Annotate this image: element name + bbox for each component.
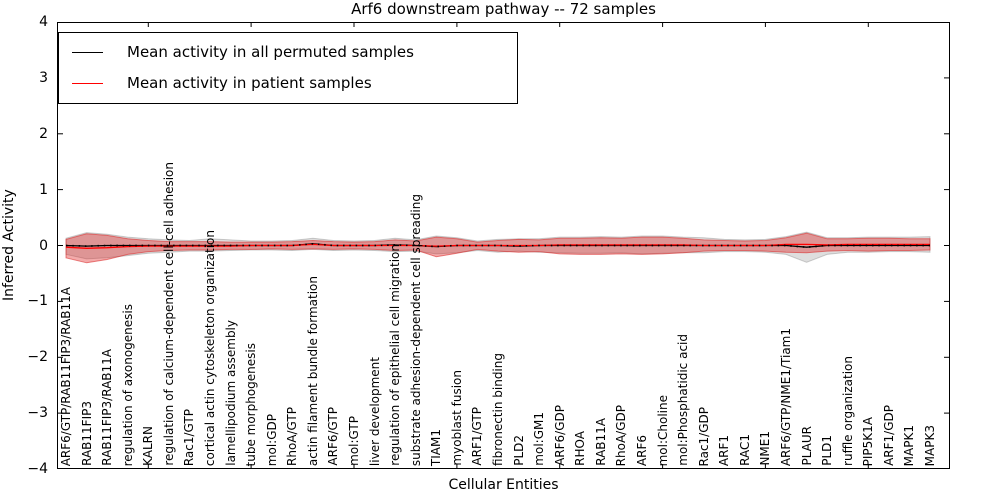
legend-line-permuted xyxy=(72,51,103,53)
patient-samples-range xyxy=(65,232,931,264)
legend-item-patient: Mean activity in patient samples xyxy=(59,72,517,94)
y-tick-label: −2 xyxy=(27,349,48,366)
legend-line-patient xyxy=(72,82,103,84)
chart-canvas xyxy=(57,22,950,469)
axes-frame xyxy=(57,22,950,469)
y-tick-label: 1 xyxy=(39,181,48,198)
chart-title: Arf6 downstream pathway -- 72 samples xyxy=(351,0,656,18)
x-axis-label: Cellular Entities xyxy=(448,477,559,493)
y-tick-label: 2 xyxy=(39,125,48,142)
legend-label-patient: Mean activity in patient samples xyxy=(127,74,372,92)
legend-label-permuted: Mean activity in all permuted samples xyxy=(127,43,414,61)
y-tick-label: 4 xyxy=(39,14,48,30)
y-tick-labels: 4 3 2 1 0 −1 −2 −3 −4 xyxy=(0,0,52,500)
permuted-samples-range xyxy=(65,231,931,263)
y-tick-label: −4 xyxy=(27,461,48,477)
y-tick-label: −3 xyxy=(27,405,48,422)
legend: Mean activity in all permuted samples Me… xyxy=(58,32,518,104)
plot-area: ARF6/GTP/RAB11FIP3/RAB11A RAB11FIP3 RAB11F… xyxy=(57,22,950,469)
y-tick-label: −1 xyxy=(27,293,48,310)
legend-item-permuted: Mean activity in all permuted samples xyxy=(59,41,517,63)
y-tick-label: 3 xyxy=(39,69,48,86)
y-tick-label: 0 xyxy=(39,237,48,254)
patient-mean-line xyxy=(65,243,930,249)
